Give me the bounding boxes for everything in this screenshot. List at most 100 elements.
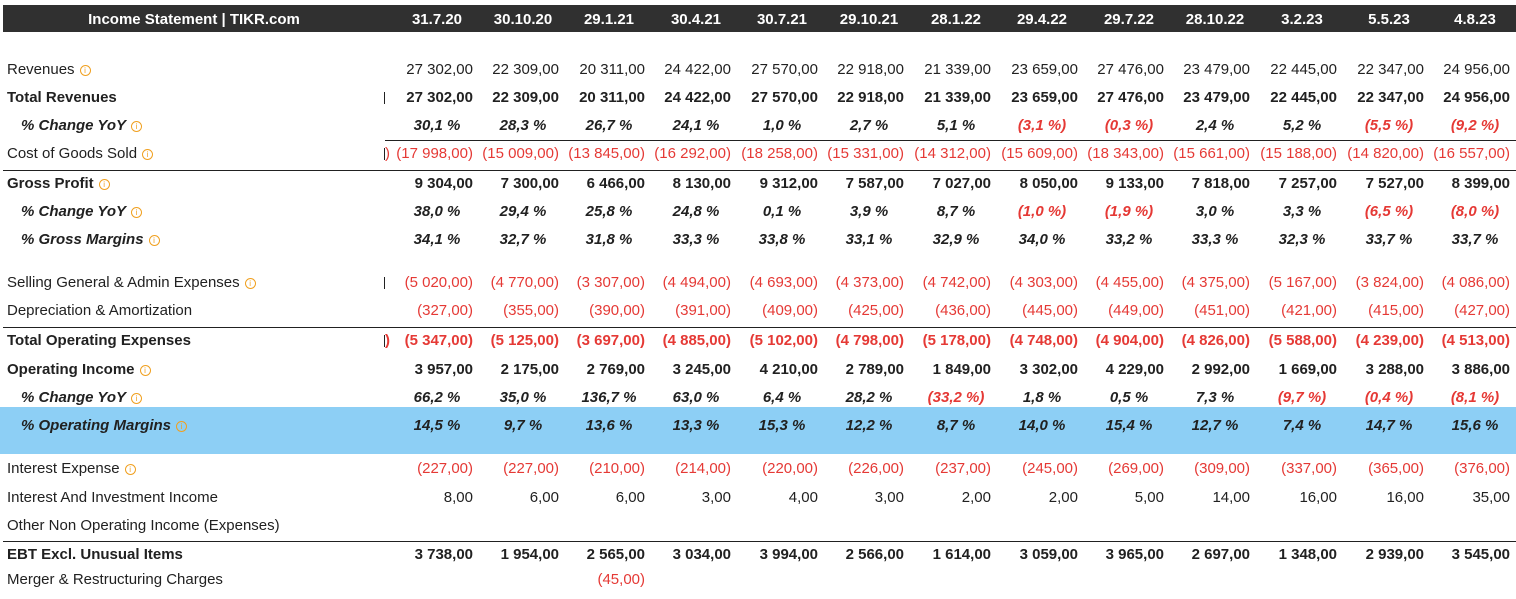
- table-cell[interactable]: 0,1 %: [762, 203, 802, 220]
- table-cell[interactable]: 1,8 %: [1022, 389, 1062, 406]
- table-cell[interactable]: (13 845,00): [568, 145, 645, 162]
- info-icon[interactable]: i: [79, 65, 91, 76]
- table-cell[interactable]: (16 292,00): [654, 145, 731, 162]
- table-cell[interactable]: (5 588,00): [1268, 332, 1337, 349]
- table-cell[interactable]: 5,1 %: [936, 117, 976, 134]
- info-icon[interactable]: i: [98, 179, 110, 190]
- table-cell[interactable]: (436,00): [935, 302, 991, 319]
- table-cell[interactable]: 32,9 %: [932, 231, 980, 248]
- table-row-revenues[interactable]: Revenues i 27 302,00 22 309,00 20 311,00 24 4…: [0, 61, 1516, 89]
- table-cell[interactable]: (4 748,00): [1009, 332, 1078, 349]
- table-cell[interactable]: 7 527,00: [1365, 175, 1424, 192]
- table-cell[interactable]: 1 614,00: [932, 546, 991, 563]
- table-cell[interactable]: 27 476,00: [1097, 61, 1164, 78]
- table-cell[interactable]: 8 050,00: [1019, 175, 1078, 192]
- table-cell[interactable]: 3 302,00: [1019, 361, 1078, 378]
- table-cell[interactable]: 16,00: [1299, 489, 1337, 506]
- table-cell[interactable]: 3,00: [874, 489, 904, 506]
- table-cell[interactable]: (17 998,00): [396, 145, 473, 162]
- table-cell[interactable]: 2 789,00: [845, 361, 904, 378]
- table-cell[interactable]: 2,00: [1048, 489, 1078, 506]
- table-cell[interactable]: (4 513,00): [1441, 332, 1510, 349]
- table-cell[interactable]: 27 302,00: [406, 61, 473, 78]
- table-cell[interactable]: 27 570,00: [751, 61, 818, 78]
- table-row-cost-of-goods-sold[interactable]: Cost of Goods Sold i) (17 998,00) (15 009,0…: [0, 145, 1516, 173]
- table-cell[interactable]: 24 422,00: [664, 61, 731, 78]
- table-row-interest-and-investment-income[interactable]: Interest And Investment Income 8,00 6,00 6,…: [0, 489, 1516, 517]
- column-header-date[interactable]: 30.7.21: [756, 11, 808, 28]
- table-row-merger-restructuring-charges[interactable]: Merger & Restructuring Charges (45,00): [0, 571, 1516, 599]
- table-row-operating-income[interactable]: Operating Income i 3 957,00 2 175,00 2 769,0…: [0, 361, 1516, 389]
- table-cell[interactable]: 13,3 %: [672, 417, 720, 434]
- table-cell[interactable]: (309,00): [1194, 460, 1250, 477]
- table-cell[interactable]: 8,7 %: [936, 417, 976, 434]
- table-cell[interactable]: (227,00): [503, 460, 559, 477]
- table-cell[interactable]: (3 307,00): [576, 274, 645, 291]
- table-cell[interactable]: (4 693,00): [749, 274, 818, 291]
- table-cell[interactable]: (390,00): [589, 302, 645, 319]
- table-cell[interactable]: 4,00: [788, 489, 818, 506]
- table-cell[interactable]: (376,00): [1454, 460, 1510, 477]
- table-cell[interactable]: (16 557,00): [1433, 145, 1510, 162]
- table-cell[interactable]: 3,0 %: [1195, 203, 1235, 220]
- table-cell[interactable]: (15 331,00): [827, 145, 904, 162]
- table-cell[interactable]: 33,7 %: [1365, 231, 1413, 248]
- table-cell[interactable]: 22 347,00: [1357, 61, 1424, 78]
- table-row-total-operating-expenses[interactable]: Total Operating Expenses) (5 347,00) (5 12…: [0, 332, 1516, 360]
- table-cell[interactable]: (4 904,00): [1095, 332, 1164, 349]
- table-cell[interactable]: 9 312,00: [759, 175, 818, 192]
- table-cell[interactable]: 3 545,00: [1451, 546, 1510, 563]
- table-cell[interactable]: (3,1 %): [1017, 117, 1067, 134]
- table-cell[interactable]: 22 918,00: [837, 61, 904, 78]
- column-header-date[interactable]: 29.4.22: [1016, 11, 1068, 28]
- table-cell[interactable]: 2 697,00: [1191, 546, 1250, 563]
- table-cell[interactable]: 27 302,00: [406, 89, 473, 106]
- table-cell[interactable]: 7,4 %: [1282, 417, 1322, 434]
- table-cell[interactable]: (337,00): [1281, 460, 1337, 477]
- table-cell[interactable]: 66,2 %: [413, 389, 461, 406]
- table-cell[interactable]: 9,7 %: [503, 417, 543, 434]
- table-cell[interactable]: 22 445,00: [1270, 61, 1337, 78]
- table-cell[interactable]: 3 059,00: [1019, 546, 1078, 563]
- table-row-gross-margins[interactable]: % Gross Margins i 34,1 % 32,7 % 31,8 % 33,3 %…: [0, 231, 1516, 259]
- table-cell[interactable]: 33,2 %: [1105, 231, 1153, 248]
- table-cell[interactable]: 28,3 %: [499, 117, 547, 134]
- table-cell[interactable]: (14 312,00): [914, 145, 991, 162]
- table-cell[interactable]: (5 125,00): [490, 332, 559, 349]
- column-header-date[interactable]: 5.5.23: [1368, 11, 1410, 28]
- table-cell[interactable]: 12,2 %: [845, 417, 893, 434]
- table-cell[interactable]: 33,3 %: [1191, 231, 1239, 248]
- info-icon[interactable]: i: [131, 121, 143, 132]
- table-cell[interactable]: 14,5 %: [413, 417, 461, 434]
- table-cell[interactable]: 3,00: [701, 489, 731, 506]
- table-cell[interactable]: (15 188,00): [1260, 145, 1337, 162]
- table-cell[interactable]: (237,00): [935, 460, 991, 477]
- table-row-operating-margins[interactable]: % Operating Margins i 14,5 % 9,7 % 13,6 % 13,…: [0, 407, 1516, 454]
- table-cell[interactable]: (391,00): [675, 302, 731, 319]
- table-cell[interactable]: (4 239,00): [1355, 332, 1424, 349]
- table-cell[interactable]: 32,3 %: [1278, 231, 1326, 248]
- table-cell[interactable]: 24,1 %: [672, 117, 720, 134]
- table-cell[interactable]: (4 086,00): [1441, 274, 1510, 291]
- info-icon[interactable]: i: [142, 149, 154, 160]
- table-row-other-non-operating-income-expenses[interactable]: Other Non Operating Income (Expenses): [0, 517, 1516, 545]
- table-row-selling-general-admin-expenses[interactable]: Selling General & Admin Expenses i (5 020,…: [0, 274, 1516, 302]
- column-header-date[interactable]: 29.1.21: [583, 11, 635, 28]
- table-cell[interactable]: (1,9 %): [1104, 203, 1154, 220]
- table-cell[interactable]: 1 954,00: [500, 546, 559, 563]
- column-header-date[interactable]: 28.10.22: [1185, 11, 1245, 28]
- table-cell[interactable]: 32,7 %: [499, 231, 547, 248]
- table-cell[interactable]: 4 210,00: [759, 361, 818, 378]
- table-row-change-yoy[interactable]: % Change YoY i 30,1 % 28,3 % 26,7 % 24,1 % 1,0…: [0, 117, 1516, 145]
- table-cell[interactable]: (14 820,00): [1347, 145, 1424, 162]
- table-cell[interactable]: 3 034,00: [672, 546, 731, 563]
- table-cell[interactable]: 14,7 %: [1365, 417, 1413, 434]
- table-cell[interactable]: 24 956,00: [1443, 89, 1510, 106]
- table-cell[interactable]: 2 175,00: [500, 361, 559, 378]
- table-cell[interactable]: (5 347,00): [404, 332, 473, 349]
- table-cell[interactable]: 2 992,00: [1191, 361, 1250, 378]
- table-cell[interactable]: 8,00: [443, 489, 473, 506]
- table-cell[interactable]: (5 102,00): [749, 332, 818, 349]
- info-icon[interactable]: i: [148, 235, 160, 246]
- info-icon[interactable]: i: [176, 421, 188, 432]
